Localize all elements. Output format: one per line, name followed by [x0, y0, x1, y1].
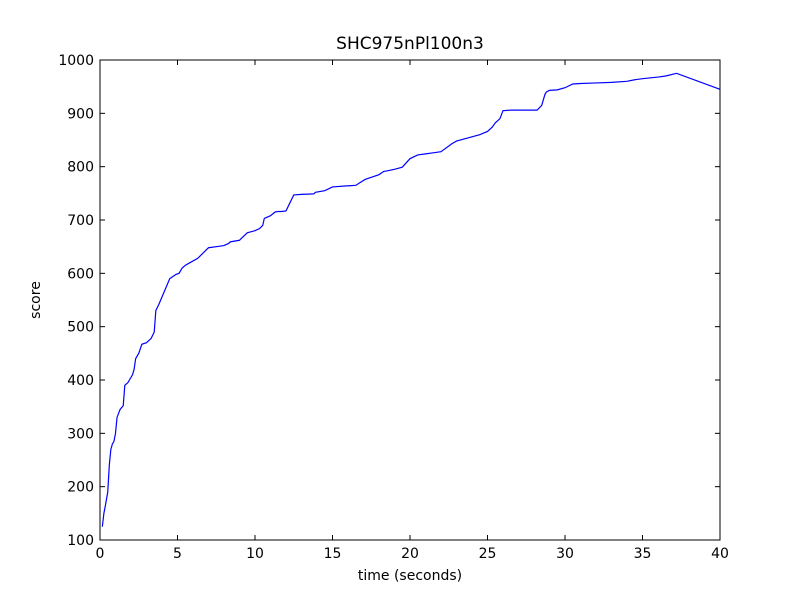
- chart-title: SHC975nPl100n3: [336, 34, 484, 54]
- x-tick-label: 0: [96, 546, 105, 562]
- x-tick-label: 5: [173, 546, 182, 562]
- x-axis-ticks: 0 5 10 15 20 25 30 35 40: [96, 60, 729, 562]
- x-axis-label: time (seconds): [357, 568, 463, 584]
- plot-line-layer: [101, 72, 721, 527]
- y-tick-label: 1000: [58, 53, 94, 69]
- y-axis-ticks: 100 200 300 400 500 600 700 800 900 1000: [58, 53, 720, 549]
- plot-frame: [99, 59, 721, 541]
- x-tick-label: 30: [556, 546, 574, 562]
- y-tick-label: 300: [67, 426, 94, 442]
- y-axis-label: score: [28, 281, 44, 319]
- y-tick-label: 100: [67, 533, 94, 549]
- y-tick-label: 700: [67, 213, 94, 229]
- y-tick-label: 800: [67, 160, 94, 176]
- y-tick-label: 600: [67, 266, 94, 282]
- x-tick-label: 20: [401, 546, 419, 562]
- y-tick-label: 900: [67, 106, 94, 122]
- x-tick-label: 10: [246, 546, 264, 562]
- x-tick-label: 25: [479, 546, 497, 562]
- x-tick-label: 15: [324, 546, 342, 562]
- y-tick-label: 200: [67, 480, 94, 496]
- x-tick-label: 35: [634, 546, 652, 562]
- x-tick-label: 40: [711, 546, 729, 562]
- series-line-0: [101, 72, 721, 527]
- y-tick-label: 400: [67, 373, 94, 389]
- y-tick-label: 500: [67, 320, 94, 336]
